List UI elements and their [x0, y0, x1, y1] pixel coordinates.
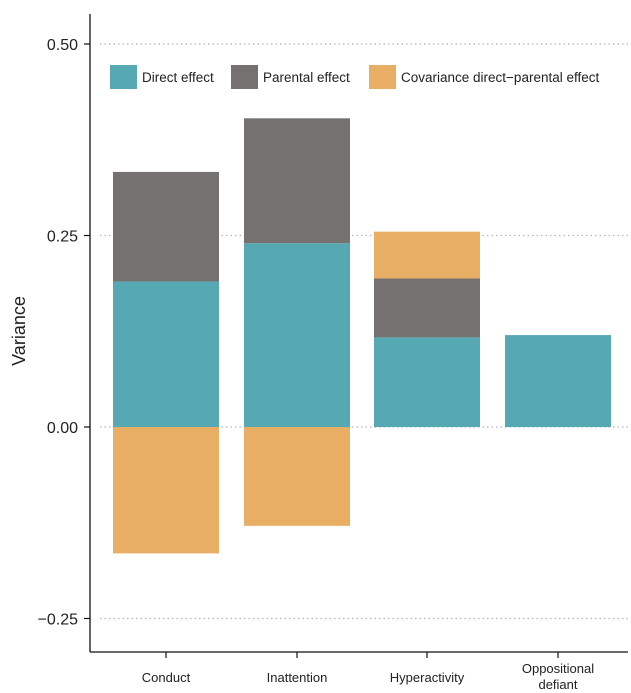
legend-label: Parental effect	[263, 70, 350, 85]
bar	[113, 427, 219, 554]
legend-key	[369, 65, 396, 89]
legend-label: Direct effect	[142, 70, 214, 85]
bar	[113, 171, 219, 282]
x-ticks: Conduct Inattention Hyperactivity Oppositio…	[142, 652, 594, 692]
legend: Direct effect Parental effect Covariance d…	[110, 65, 599, 89]
axes	[89, 14, 628, 653]
legend-label: Covariance direct−parental effect	[401, 70, 599, 85]
bar	[374, 337, 480, 427]
y-tick-label: 0.25	[47, 229, 78, 246]
bar	[244, 427, 350, 526]
x-tick-label: Oppositional	[522, 661, 594, 676]
bars	[113, 118, 611, 554]
y-axis-title: Variance	[9, 296, 29, 366]
x-tick-label: Inattention	[267, 670, 328, 685]
legend-key	[110, 65, 137, 89]
legend-key	[231, 65, 258, 89]
bar	[244, 243, 350, 427]
bar	[374, 278, 480, 338]
x-tick-label: defiant	[538, 677, 577, 692]
bar	[244, 118, 350, 244]
y-tick-label: −0.25	[38, 612, 79, 629]
y-ticks: 0.50 0.25 0.00 −0.25	[38, 37, 90, 629]
x-tick-label: Conduct	[142, 670, 191, 685]
bar	[113, 281, 219, 427]
y-tick-label: 0.00	[47, 420, 78, 437]
y-tick-label: 0.50	[47, 37, 78, 54]
x-tick-label: Hyperactivity	[390, 670, 465, 685]
bar	[374, 231, 480, 279]
bar	[505, 335, 611, 427]
